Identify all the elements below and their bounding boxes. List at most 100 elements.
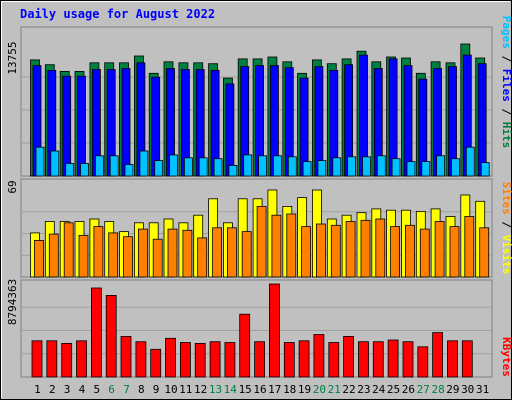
x-tick-label: 17 [268,383,281,396]
bar-kbytes [179,342,191,378]
bar-kbytes [194,342,206,378]
bar-pages [332,157,342,177]
x-tick-label: 18 [283,383,296,396]
bar-pages [35,146,45,177]
bar-kbytes [239,313,251,378]
legend-separator: / [500,102,512,122]
bar-sites [271,214,282,278]
bar-files [62,75,72,177]
x-tick-label: 3 [64,383,71,396]
bar-kbytes [358,341,369,378]
x-tick-label: 8 [138,383,145,396]
bar-sites [256,205,267,278]
bar-kbytes [343,335,355,378]
bar-sites [464,216,475,278]
legend-pages: Pages [500,16,512,49]
bar-kbytes [120,335,132,378]
bar-sites [167,228,178,278]
bar-sites [226,227,237,278]
bar-pages [391,158,401,177]
bar-sites [197,237,208,278]
bar-files [314,66,324,177]
bar-kbytes [283,342,295,378]
bar-pages [95,155,104,177]
bar-sites [286,213,297,278]
bar-files [403,65,413,177]
bar-kbytes [135,341,147,378]
y-max-label: 8794363 [6,279,19,325]
bar-files [225,83,235,177]
bar-pages [243,154,253,177]
legend-sites: Sites [500,182,512,215]
bar-sites [479,227,490,278]
x-tick-label: 27 [417,383,430,396]
bar-pages [362,156,371,177]
side-legend: Pages / Files / Hits [500,16,512,149]
bar-kbytes [372,341,384,378]
bar-files [77,75,86,177]
x-tick-label: 6 [108,383,115,396]
x-tick-label: 31 [476,383,489,396]
legend-kbytes: KBytes [500,337,512,377]
legend-files: Files [500,69,512,102]
bar-pages [317,160,327,177]
bar-pages [198,157,208,177]
bar-pages [465,146,475,177]
bar-pages [287,156,297,177]
bar-pages [169,154,178,177]
x-tick-label: 12 [194,383,207,396]
bar-sites [405,224,415,278]
bar-kbytes [254,341,266,378]
bar-pages [480,162,490,177]
x-tick-label: 4 [79,383,86,396]
bar-sites [449,226,460,278]
bar-kbytes [224,342,236,378]
x-tick-label: 23 [357,383,370,396]
legend-hits: Hits [500,122,512,149]
x-tick-label: 5 [93,383,100,396]
bar-sites [330,224,341,278]
bar-sites [48,233,59,278]
bar-pages [406,161,416,177]
panel-kbytes: 8794363 KBytes [6,279,512,378]
bar-pages [228,164,238,177]
bar-sites [390,226,401,278]
x-tick-label: 30 [461,383,474,396]
bar-pages [302,161,312,177]
legend-separator: / [500,215,512,235]
y-max-label: 69 [6,180,19,193]
bar-pages [139,150,149,177]
x-tick-label: 21 [328,383,341,396]
bar-kbytes [150,348,162,378]
bar-pages [183,157,193,177]
x-tick-label: 28 [431,383,444,396]
bar-sites [241,231,252,278]
bar-pages [421,161,431,177]
bar-pages [65,163,75,177]
bar-pages [436,155,446,177]
bar-kbytes [76,340,87,378]
bar-sites [212,227,223,278]
y-max-label: 13755 [6,41,19,74]
bar-pages [376,155,386,177]
x-tick-label: 9 [153,383,160,396]
bar-sites [375,218,386,278]
bar-sites [63,222,74,278]
panel-visits-sites: 69 Sites / Visits [6,178,512,278]
x-tick-label: 20 [313,383,326,396]
bar-pages [258,155,268,177]
bar-kbytes [165,337,176,378]
panel-bars [30,43,490,177]
panel-bars [31,283,473,378]
bar-files [477,63,487,177]
side-legend: KBytes [500,337,512,377]
bar-sites [360,219,371,278]
x-tick-label: 10 [164,383,177,396]
x-tick-label: 13 [209,383,222,396]
bar-sites [78,234,89,278]
bar-kbytes [105,294,117,378]
bar-pages [347,156,357,177]
bar-kbytes [313,334,325,378]
bar-kbytes [46,340,58,378]
